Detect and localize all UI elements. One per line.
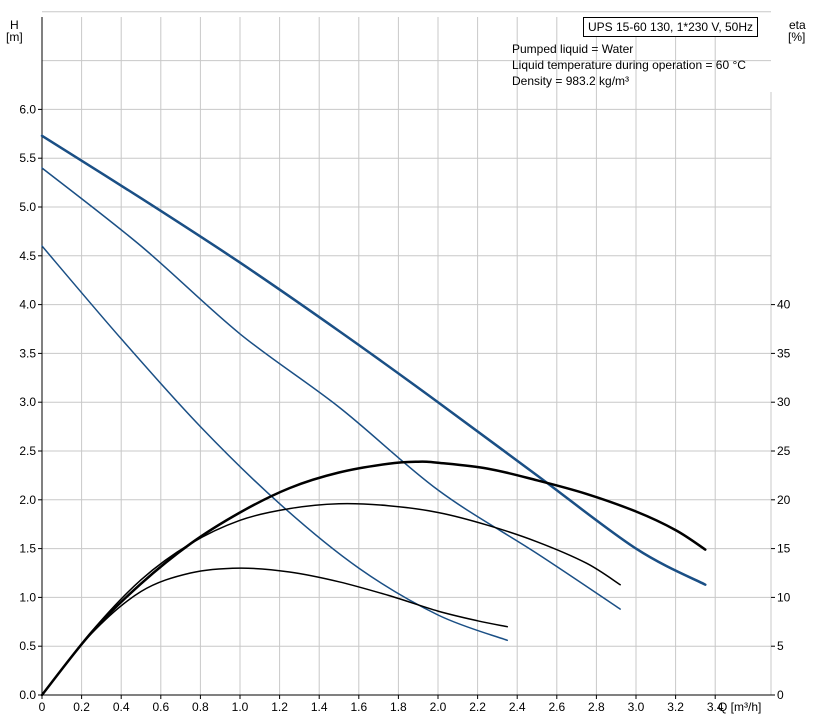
y-tick-label: 3.5 xyxy=(19,346,36,360)
y2-tick-label: 10 xyxy=(777,590,791,604)
y-tick-label: 6.0 xyxy=(19,102,36,116)
y2-tick-label: 0 xyxy=(777,688,784,702)
y-tick-label: 0.5 xyxy=(19,639,36,653)
y2-tick-label: 5 xyxy=(777,639,784,653)
x-tick-label: 2.0 xyxy=(430,700,447,714)
y-tick-label: 3.0 xyxy=(19,395,36,409)
x-tick-label: 0 xyxy=(39,700,46,714)
pump-title: UPS 15-60 130, 1*230 V, 50Hz xyxy=(588,20,754,34)
x-tick-label: 0.6 xyxy=(152,700,169,714)
x-tick-label: 1.6 xyxy=(350,700,367,714)
y-tick-label: 2.0 xyxy=(19,493,36,507)
y2-tick-label: 15 xyxy=(777,542,791,556)
x-tick-label: 1.8 xyxy=(390,700,407,714)
y-tick-label: 1.5 xyxy=(19,542,36,556)
x-tick-label: 3.0 xyxy=(628,700,645,714)
efficiency-curve-4 xyxy=(40,460,707,697)
y2-tick-label: 25 xyxy=(777,444,791,458)
head-curve-2 xyxy=(41,167,621,610)
y-left-axis-label: H xyxy=(10,18,19,32)
head-curve-1 xyxy=(40,134,707,586)
efficiency-curve-6 xyxy=(41,567,509,696)
x-tick-label: 1.4 xyxy=(311,700,328,714)
series-lines xyxy=(40,134,707,697)
y-left-axis-unit: [m] xyxy=(6,30,23,44)
x-tick-label: 0.2 xyxy=(73,700,90,714)
x-tick-label: 1.2 xyxy=(271,700,288,714)
pump-title-box: UPS 15-60 130, 1*230 V, 50Hz xyxy=(583,17,759,37)
density-info: Density = 983.2 kg/m³ xyxy=(512,74,630,88)
tick-labels: 0 0.2 0.4 0.6 0.8 1.0 1.2 1.4 1.6 1.8 2.0 2.2 2.4 2.6… xyxy=(19,102,790,714)
x-tick-label: 2.2 xyxy=(469,700,486,714)
y-tick-label: 5.5 xyxy=(19,151,36,165)
x-tick-label: 2.4 xyxy=(509,700,526,714)
y-right-axis-unit: [%] xyxy=(788,30,805,44)
efficiency-curve-5 xyxy=(41,502,621,696)
x-tick-label: 3.2 xyxy=(667,700,684,714)
y-tick-label: 2.5 xyxy=(19,444,36,458)
y-right-axis-label: eta xyxy=(789,18,806,32)
x-tick-label: 0.4 xyxy=(113,700,130,714)
x-tick-label: 2.8 xyxy=(588,700,605,714)
grid xyxy=(42,11,772,695)
y2-tick-label: 30 xyxy=(777,395,791,409)
y-tick-label: 0.0 xyxy=(19,688,36,702)
x-axis-label: Q [m³/h] xyxy=(718,700,761,714)
y-tick-label: 4.0 xyxy=(19,298,36,312)
liquid-info: Pumped liquid = Water xyxy=(512,42,634,56)
y-tick-label: 5.0 xyxy=(19,200,36,214)
y-tick-label: 4.5 xyxy=(19,249,36,263)
x-tick-label: 2.6 xyxy=(548,700,565,714)
x-tick-label: 3.4 xyxy=(707,700,724,714)
y-tick-label: 1.0 xyxy=(19,590,36,604)
x-tick-label: 0.8 xyxy=(192,700,209,714)
y2-tick-label: 35 xyxy=(777,346,791,360)
x-tick-label: 1.0 xyxy=(232,700,249,714)
head-curve-3 xyxy=(41,245,509,642)
y2-tick-label: 20 xyxy=(777,493,791,507)
temperature-info: Liquid temperature during operation = 60… xyxy=(512,58,746,72)
axes xyxy=(38,17,775,699)
y2-tick-label: 40 xyxy=(777,298,791,312)
